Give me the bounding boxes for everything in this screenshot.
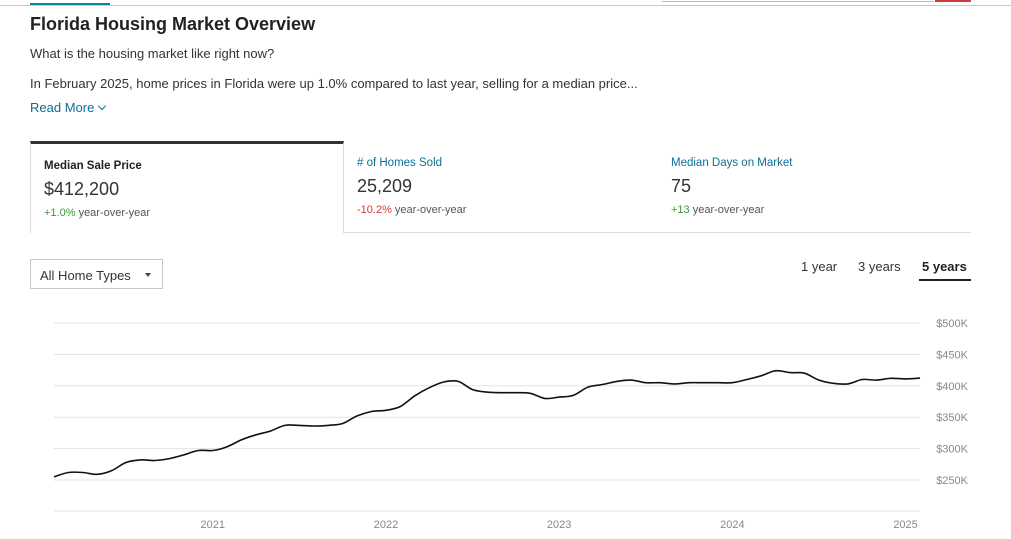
y-tick-label: $500K (936, 318, 968, 330)
tab-value: 25,209 (357, 176, 413, 196)
tab-label: # of Homes Sold (357, 157, 443, 169)
top-nav-strip (0, 0, 1011, 7)
chevron-down-icon (98, 101, 107, 111)
y-tick-label: $300K (936, 444, 968, 456)
change-value: +1.0% (44, 207, 76, 219)
range-5-years[interactable]: 5 years (919, 259, 971, 281)
change-value: +13 (671, 204, 690, 216)
range-label: 3 years (858, 259, 901, 274)
x-tick-label: 2025 (893, 519, 917, 531)
x-tick-label: 2021 (201, 519, 225, 531)
active-range-underline (919, 279, 971, 281)
tabs-baseline (30, 232, 971, 233)
read-more-label: Read More (30, 100, 95, 115)
tab-value: 75 (671, 176, 692, 196)
top-divider (0, 5, 1011, 6)
read-more-link[interactable]: Read More (30, 100, 107, 115)
change-suffix: year-over-year (692, 204, 765, 216)
page-subtitle: What is the housing market like right no… (30, 46, 275, 61)
tab-change: -10.2% year-over-year (357, 204, 466, 216)
range-label: 1 year (801, 259, 838, 274)
x-tick-label: 2022 (374, 519, 398, 531)
home-type-select[interactable]: All Home Types (30, 259, 163, 289)
page-title: Florida Housing Market Overview (30, 14, 316, 34)
x-tick-label: 2024 (720, 519, 744, 531)
search-field-edge[interactable] (662, 0, 934, 2)
range-label: 5 years (922, 259, 967, 274)
search-button-edge[interactable] (935, 0, 971, 2)
home-type-selected: All Home Types (40, 268, 131, 283)
range-1-year[interactable]: 1 year (801, 259, 837, 274)
tab-label: Median Sale Price (44, 160, 142, 172)
price-series-line (53, 369, 921, 478)
median-sale-price-chart: $500K $450K $400K $350K $300K $250K 2021 2022 20… (53, 318, 969, 531)
y-tick-label: $400K (936, 381, 968, 393)
tab-median-sale-price[interactable]: Median Sale Price $412,200 +1.0% year-ov… (30, 141, 344, 233)
nav-tab-indicator[interactable] (30, 3, 110, 5)
tab-label: Median Days on Market (671, 157, 793, 169)
tab-homes-sold[interactable]: # of Homes Sold 25,209 -10.2% year-over-… (344, 141, 658, 232)
y-tick-label: $450K (936, 349, 968, 361)
x-tick-label: 2023 (547, 519, 571, 531)
tab-change: +1.0% year-over-year (44, 207, 150, 219)
market-summary: In February 2025, home prices in Florida… (30, 76, 638, 91)
y-tick-label: $350K (936, 412, 968, 424)
tab-value: $412,200 (44, 179, 120, 199)
tab-median-days-on-market[interactable]: Median Days on Market 75 +13 year-over-y… (658, 141, 971, 232)
change-value: -10.2% (357, 204, 392, 216)
range-3-years[interactable]: 3 years (858, 259, 901, 274)
caret-down-icon (145, 273, 151, 277)
y-tick-label: $250K (936, 475, 968, 487)
metric-tabs: Median Sale Price $412,200 +1.0% year-ov… (30, 141, 971, 233)
change-suffix: year-over-year (78, 207, 151, 219)
change-suffix: year-over-year (394, 204, 467, 216)
tab-change: +13 year-over-year (671, 204, 764, 216)
